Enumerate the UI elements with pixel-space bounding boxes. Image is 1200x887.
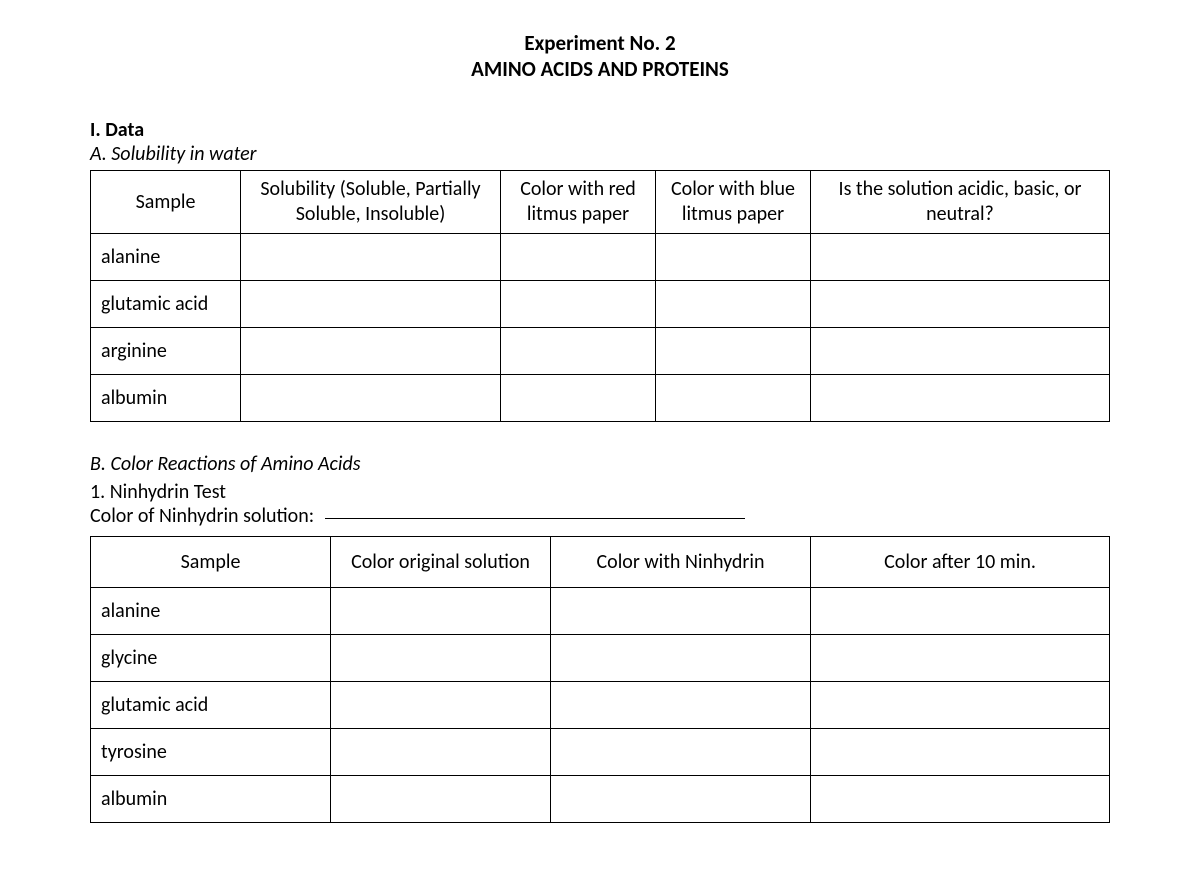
cell-solubility[interactable] [241, 328, 501, 375]
cell-sample: albumin [91, 776, 331, 823]
cell-nature[interactable] [811, 234, 1110, 281]
cell-after[interactable] [811, 588, 1110, 635]
cell-nature[interactable] [811, 328, 1110, 375]
cell-sample: alanine [91, 234, 241, 281]
experiment-number: Experiment No. 2 [90, 30, 1110, 56]
cell-after[interactable] [811, 729, 1110, 776]
solubility-table: Sample Solubility (Soluble, Partially So… [90, 170, 1110, 422]
cell-sample: albumin [91, 375, 241, 422]
section-data-heading: I. Data [90, 118, 1110, 142]
cell-blue[interactable] [656, 234, 811, 281]
cell-sample: glutamic acid [91, 281, 241, 328]
table-row: tyrosine [91, 729, 1110, 776]
cell-withn[interactable] [551, 588, 811, 635]
ninhydrin-table: Sample Color original solution Color wit… [90, 536, 1110, 823]
cell-blue[interactable] [656, 375, 811, 422]
table-row: arginine [91, 328, 1110, 375]
cell-solubility[interactable] [241, 281, 501, 328]
table-row: albumin [91, 375, 1110, 422]
cell-red[interactable] [501, 281, 656, 328]
table-row: glycine [91, 635, 1110, 682]
cell-orig[interactable] [331, 635, 551, 682]
cell-sample: glycine [91, 635, 331, 682]
ninhydrin-prompt: Color of Ninhydrin solution: [90, 504, 314, 528]
table-row: glutamic acid [91, 281, 1110, 328]
cell-nature[interactable] [811, 281, 1110, 328]
cell-after[interactable] [811, 635, 1110, 682]
cell-withn[interactable] [551, 682, 811, 729]
col-after-10min: Color after 10 min. [811, 537, 1110, 588]
experiment-title: AMINO ACIDS AND PROTEINS [90, 56, 1110, 82]
cell-nature[interactable] [811, 375, 1110, 422]
table-row: alanine [91, 588, 1110, 635]
section-a-title: A. Solubility in water [90, 142, 1110, 166]
ninhydrin-color-input[interactable] [325, 518, 745, 519]
section-b-sub1: 1. Ninhydrin Test [90, 480, 1110, 504]
table-row: alanine [91, 234, 1110, 281]
col-solubility: Solubility (Soluble, Partially Soluble, … [241, 171, 501, 234]
col-sample: Sample [91, 537, 331, 588]
col-red-litmus: Color with red litmus paper [501, 171, 656, 234]
table-row: glutamic acid [91, 682, 1110, 729]
table-row: albumin [91, 776, 1110, 823]
cell-solubility[interactable] [241, 234, 501, 281]
cell-red[interactable] [501, 328, 656, 375]
col-sample: Sample [91, 171, 241, 234]
cell-orig[interactable] [331, 729, 551, 776]
cell-orig[interactable] [331, 682, 551, 729]
cell-orig[interactable] [331, 776, 551, 823]
section-b-title: B. Color Reactions of Amino Acids [90, 452, 1110, 476]
cell-red[interactable] [501, 234, 656, 281]
cell-sample: glutamic acid [91, 682, 331, 729]
cell-withn[interactable] [551, 729, 811, 776]
col-original-color: Color original solution [331, 537, 551, 588]
cell-red[interactable] [501, 375, 656, 422]
cell-blue[interactable] [656, 328, 811, 375]
cell-sample: alanine [91, 588, 331, 635]
cell-blue[interactable] [656, 281, 811, 328]
cell-withn[interactable] [551, 635, 811, 682]
cell-after[interactable] [811, 682, 1110, 729]
cell-sample: arginine [91, 328, 241, 375]
col-acidic-basic: Is the solution acidic, basic, or neutra… [811, 171, 1110, 234]
cell-after[interactable] [811, 776, 1110, 823]
cell-orig[interactable] [331, 588, 551, 635]
col-blue-litmus: Color with blue litmus paper [656, 171, 811, 234]
cell-solubility[interactable] [241, 375, 501, 422]
col-with-ninhydrin: Color with Ninhydrin [551, 537, 811, 588]
cell-withn[interactable] [551, 776, 811, 823]
cell-sample: tyrosine [91, 729, 331, 776]
